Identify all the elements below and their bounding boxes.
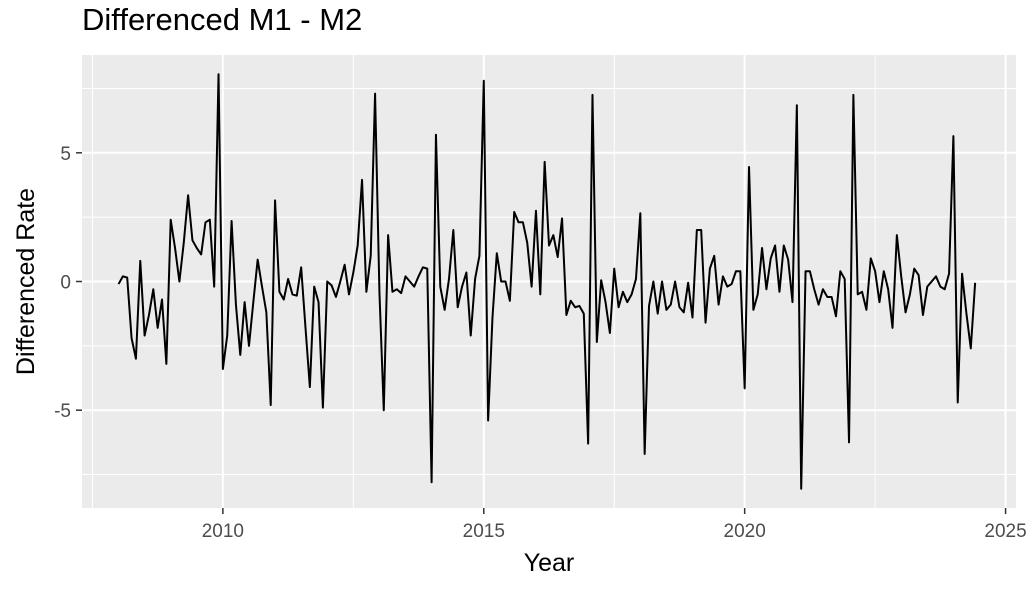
minor-grid	[82, 55, 1016, 508]
major-grid	[82, 55, 1016, 508]
chart-title: Differenced M1 - M2	[82, 2, 363, 37]
x-tick-label: 2010	[202, 521, 244, 542]
y-tick-label: -5	[54, 401, 71, 422]
series-line	[117, 73, 977, 490]
x-tick-label: 2025	[984, 521, 1026, 542]
series-layer	[117, 73, 977, 490]
y-axis-title: Differenced Rate	[12, 188, 40, 375]
y-axis: -5 0 5	[54, 144, 82, 422]
x-tick-label: 2020	[724, 521, 766, 542]
y-tick-label: 5	[60, 144, 71, 165]
x-axis-title: Year	[524, 549, 575, 577]
x-axis: 2010 2015 2020 2025	[202, 508, 1027, 542]
x-tick-label: 2015	[463, 521, 505, 542]
y-tick-label: 0	[60, 273, 71, 294]
